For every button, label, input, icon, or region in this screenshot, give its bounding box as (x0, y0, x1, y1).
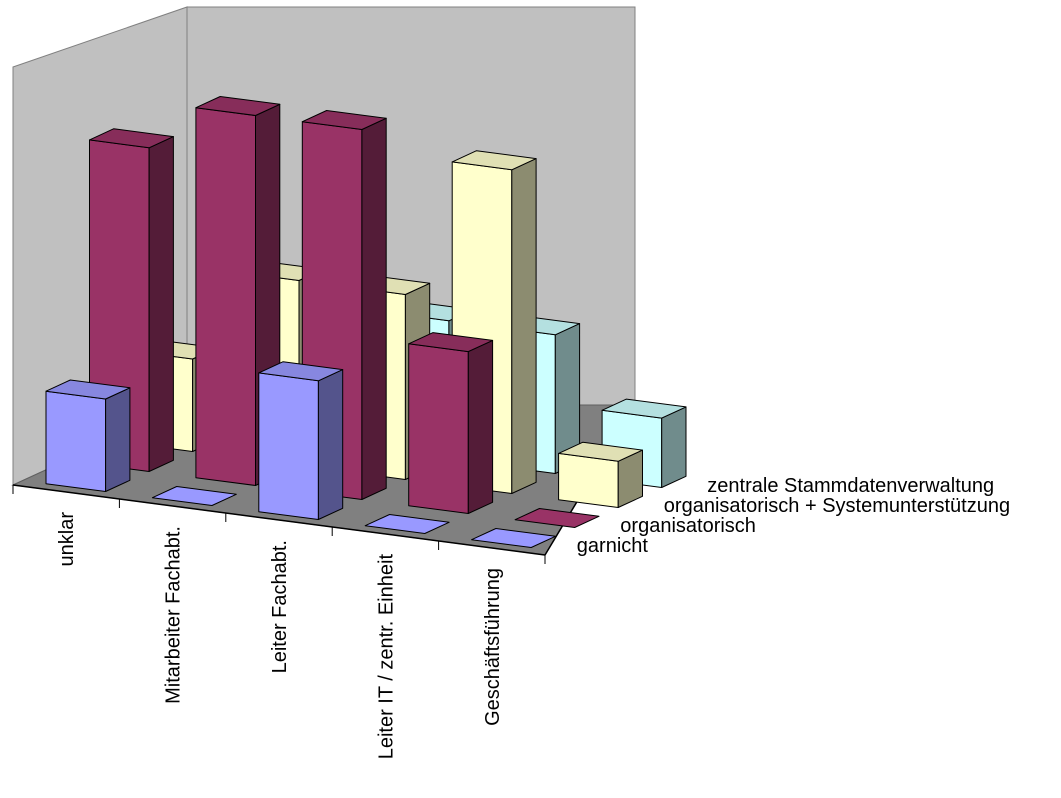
bar-top-face (195, 96, 281, 116)
bar (558, 441, 643, 508)
bar (514, 508, 600, 528)
bar-flat (471, 528, 556, 548)
category-label: Leiter Fachabt. (269, 540, 291, 673)
bar-top-face (45, 379, 131, 400)
bar-side-face (317, 369, 344, 520)
x-axis-line (12, 484, 546, 556)
bar-flat (364, 514, 450, 534)
bar-side-face (148, 136, 174, 472)
bar-top-face (89, 128, 174, 149)
category-label: unklar (56, 512, 78, 567)
series-label: organisatorisch (620, 515, 756, 537)
series-label: garnicht (577, 535, 649, 557)
bar-side-face (467, 339, 494, 514)
bar-top-face (451, 150, 537, 171)
bar-flat (151, 486, 237, 506)
bar-top-face (558, 441, 643, 462)
bar-front-face (195, 107, 256, 486)
bar (364, 514, 450, 534)
category-label: Leiter IT / zentr. Einheit (375, 554, 397, 760)
bar (408, 332, 494, 514)
bar-flat (514, 508, 600, 528)
bar (471, 528, 556, 548)
bar-side-face (661, 406, 687, 488)
bar (151, 486, 237, 506)
bar-side-face (105, 387, 131, 492)
bar-front-face (258, 372, 319, 520)
series-label: zentrale Stammdatenverwaltung (707, 475, 994, 497)
bar (45, 379, 131, 492)
bar-top-face (408, 332, 494, 353)
bar-top-face (258, 361, 344, 382)
bar-front-face (408, 343, 469, 514)
bar-top-face (301, 110, 387, 130)
bar-side-face (511, 158, 537, 494)
x-axis-labels: unklar Mitarbeiter Fachabt. Leiter Fachabt… (56, 512, 504, 760)
x-axis-ticks (12, 485, 546, 564)
category-label: Mitarbeiter Fachabt. (163, 526, 185, 704)
bars (45, 96, 687, 548)
bar (258, 361, 344, 520)
series-label: organisatorisch + Systemunterstützung (664, 495, 1010, 517)
bar-side-face (361, 117, 387, 500)
bar-front-face (558, 452, 619, 508)
bar-front-face (45, 390, 107, 492)
category-label: Geschäftsführung (482, 568, 504, 726)
bar-top-face (601, 398, 687, 419)
